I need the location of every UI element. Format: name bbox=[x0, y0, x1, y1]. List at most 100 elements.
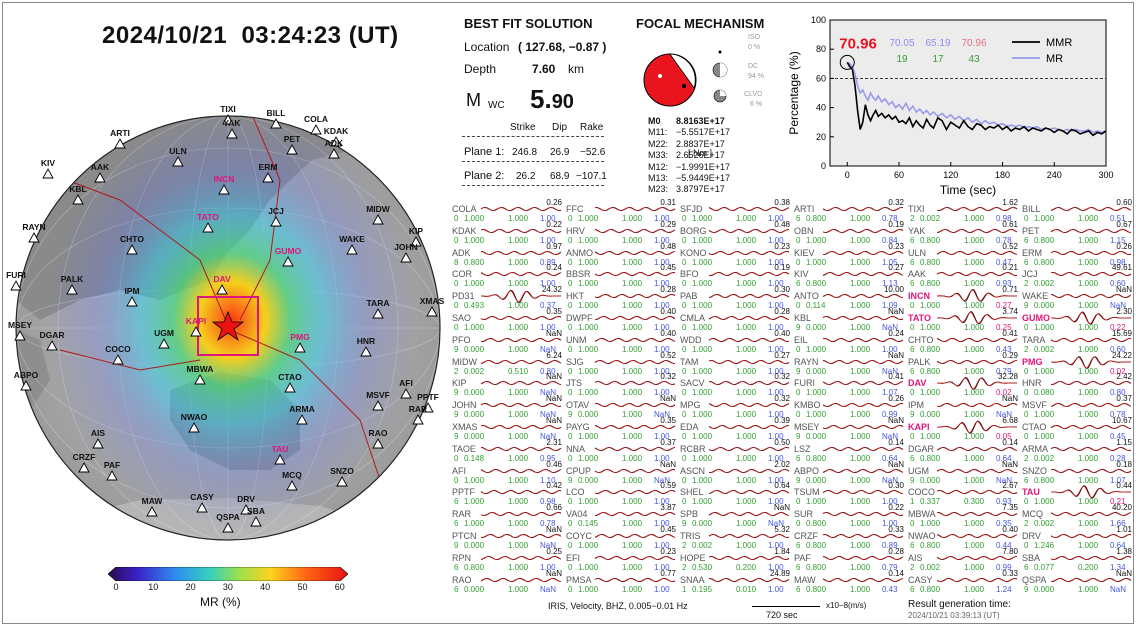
synthetic-trace bbox=[708, 294, 790, 298]
station-variance: 0.40 bbox=[660, 307, 676, 316]
station-name: CPUP bbox=[566, 465, 592, 476]
station-flag: 6 bbox=[796, 584, 801, 594]
station-mr: 0.22 bbox=[1110, 323, 1126, 332]
station-mr: 1.00 bbox=[654, 562, 670, 572]
station-triangle-icon bbox=[282, 256, 294, 267]
station-variance: NaN bbox=[773, 503, 790, 513]
station-mr: 1.00 bbox=[540, 279, 556, 289]
station-triangle-icon bbox=[158, 338, 170, 349]
station-mr: 1.00 bbox=[768, 366, 784, 376]
station-mr: 1.00 bbox=[654, 453, 670, 463]
station-factor: 1.000 bbox=[850, 235, 871, 245]
station-flag: 0 bbox=[568, 301, 573, 311]
station-label: MCQ bbox=[282, 470, 302, 480]
station-waveform bbox=[594, 533, 676, 539]
plane1-rake: −52.6 bbox=[580, 147, 606, 158]
station-waveform bbox=[708, 533, 790, 539]
x-axis-label: Time (sec) bbox=[940, 183, 996, 197]
map-station-ais: AIS bbox=[91, 428, 106, 449]
station-factor: 1.000 bbox=[964, 453, 985, 463]
station-variance: NaN bbox=[887, 307, 904, 316]
station-weight: 0.000 bbox=[464, 410, 485, 420]
station-label: AIS bbox=[91, 428, 106, 438]
station-mr: NaN bbox=[882, 323, 899, 332]
station-triangle-icon bbox=[250, 516, 262, 527]
station-factor: 1.000 bbox=[508, 344, 529, 354]
synthetic-trace bbox=[594, 294, 676, 298]
station-name: NWAO bbox=[908, 531, 936, 541]
map-station-dgar: DGAR bbox=[39, 330, 65, 351]
map-station-rayn: RAYN bbox=[22, 222, 46, 243]
station-weight: 0.800 bbox=[920, 257, 941, 267]
station-waveform bbox=[594, 315, 676, 321]
synthetic-trace bbox=[708, 250, 790, 255]
station-triangle-icon bbox=[94, 172, 106, 183]
station-weight: 1.000 bbox=[1034, 497, 1055, 507]
station-weight: 1.000 bbox=[692, 257, 713, 267]
station-variance: 0.29 bbox=[1002, 350, 1018, 360]
station-waveform bbox=[936, 555, 1018, 560]
station-name: CASY bbox=[908, 574, 933, 585]
plot-area bbox=[829, 19, 1107, 167]
station-variance: 0.14 bbox=[888, 437, 904, 447]
station-weight: 1.000 bbox=[692, 366, 713, 376]
synthetic-trace bbox=[822, 534, 904, 538]
station-variance: NaN bbox=[545, 372, 562, 382]
station-weight: 0.000 bbox=[806, 323, 827, 332]
station-weight: 0.002 bbox=[1034, 519, 1055, 529]
station-flag: 0 bbox=[454, 301, 459, 311]
station-waveform bbox=[708, 424, 790, 430]
station-waveform bbox=[594, 359, 676, 364]
station-name: BBSR bbox=[566, 269, 591, 280]
map-station-tau: TAU bbox=[272, 444, 288, 465]
synthetic-trace bbox=[480, 207, 562, 211]
station-name: PAF bbox=[794, 552, 811, 563]
station-mr: 0.95 bbox=[540, 453, 556, 463]
station-flag: 0 bbox=[568, 432, 573, 441]
station-factor: 1.000 bbox=[1078, 410, 1099, 420]
station-variance: NaN bbox=[887, 350, 904, 360]
station-flag: 9 bbox=[796, 323, 801, 332]
synthetic-trace bbox=[480, 359, 562, 364]
series-line-mmr bbox=[846, 61, 1107, 137]
station-factor: 1.000 bbox=[964, 584, 985, 594]
station-label: SBA bbox=[247, 506, 265, 516]
station-mr: 1.00 bbox=[654, 257, 670, 267]
tensor-component-label: M13: bbox=[648, 173, 669, 183]
synthetic-trace bbox=[1050, 446, 1132, 451]
station-triangle-icon bbox=[284, 382, 296, 393]
station-flag: 0 bbox=[568, 541, 573, 550]
synthetic-trace bbox=[936, 490, 1018, 495]
station-flag: 0 bbox=[910, 388, 915, 398]
map-station-msey: MSEY bbox=[8, 320, 32, 341]
station-flag: 0 bbox=[568, 214, 573, 223]
station-variance: 0.32 bbox=[774, 372, 790, 382]
station-flag: 6 bbox=[796, 541, 801, 550]
station-label: KBL bbox=[69, 184, 86, 194]
station-flag: 6 bbox=[910, 584, 915, 594]
station-flag: 0 bbox=[682, 279, 687, 289]
station-name: EFI bbox=[566, 552, 581, 563]
station-mr: NaN bbox=[654, 410, 671, 420]
station-label: RAR bbox=[409, 404, 427, 414]
station-flag: 9 bbox=[682, 519, 687, 529]
station-weight: 1.000 bbox=[578, 214, 599, 223]
synthetic-trace bbox=[822, 577, 904, 582]
station-factor: 1.000 bbox=[850, 257, 871, 267]
station-triangle-icon bbox=[194, 374, 206, 385]
station-factor: 1.000 bbox=[850, 388, 871, 398]
station-waveform bbox=[822, 577, 904, 582]
station-name: TAM bbox=[680, 356, 699, 367]
station-waveform bbox=[822, 490, 904, 495]
station-triangle-icon bbox=[72, 194, 84, 205]
station-factor: 1.000 bbox=[964, 475, 985, 485]
station-variance: 0.28 bbox=[888, 546, 904, 556]
station-waveform bbox=[1050, 294, 1132, 299]
synthetic-trace bbox=[480, 425, 562, 429]
station-waveform bbox=[822, 512, 904, 517]
station-name: RPN bbox=[452, 552, 472, 563]
map-station-mbwa: MBWA bbox=[187, 364, 213, 385]
station-mr: 0.64 bbox=[882, 453, 898, 463]
station-label: KDAK bbox=[324, 126, 349, 136]
station-waveform bbox=[936, 377, 1017, 391]
